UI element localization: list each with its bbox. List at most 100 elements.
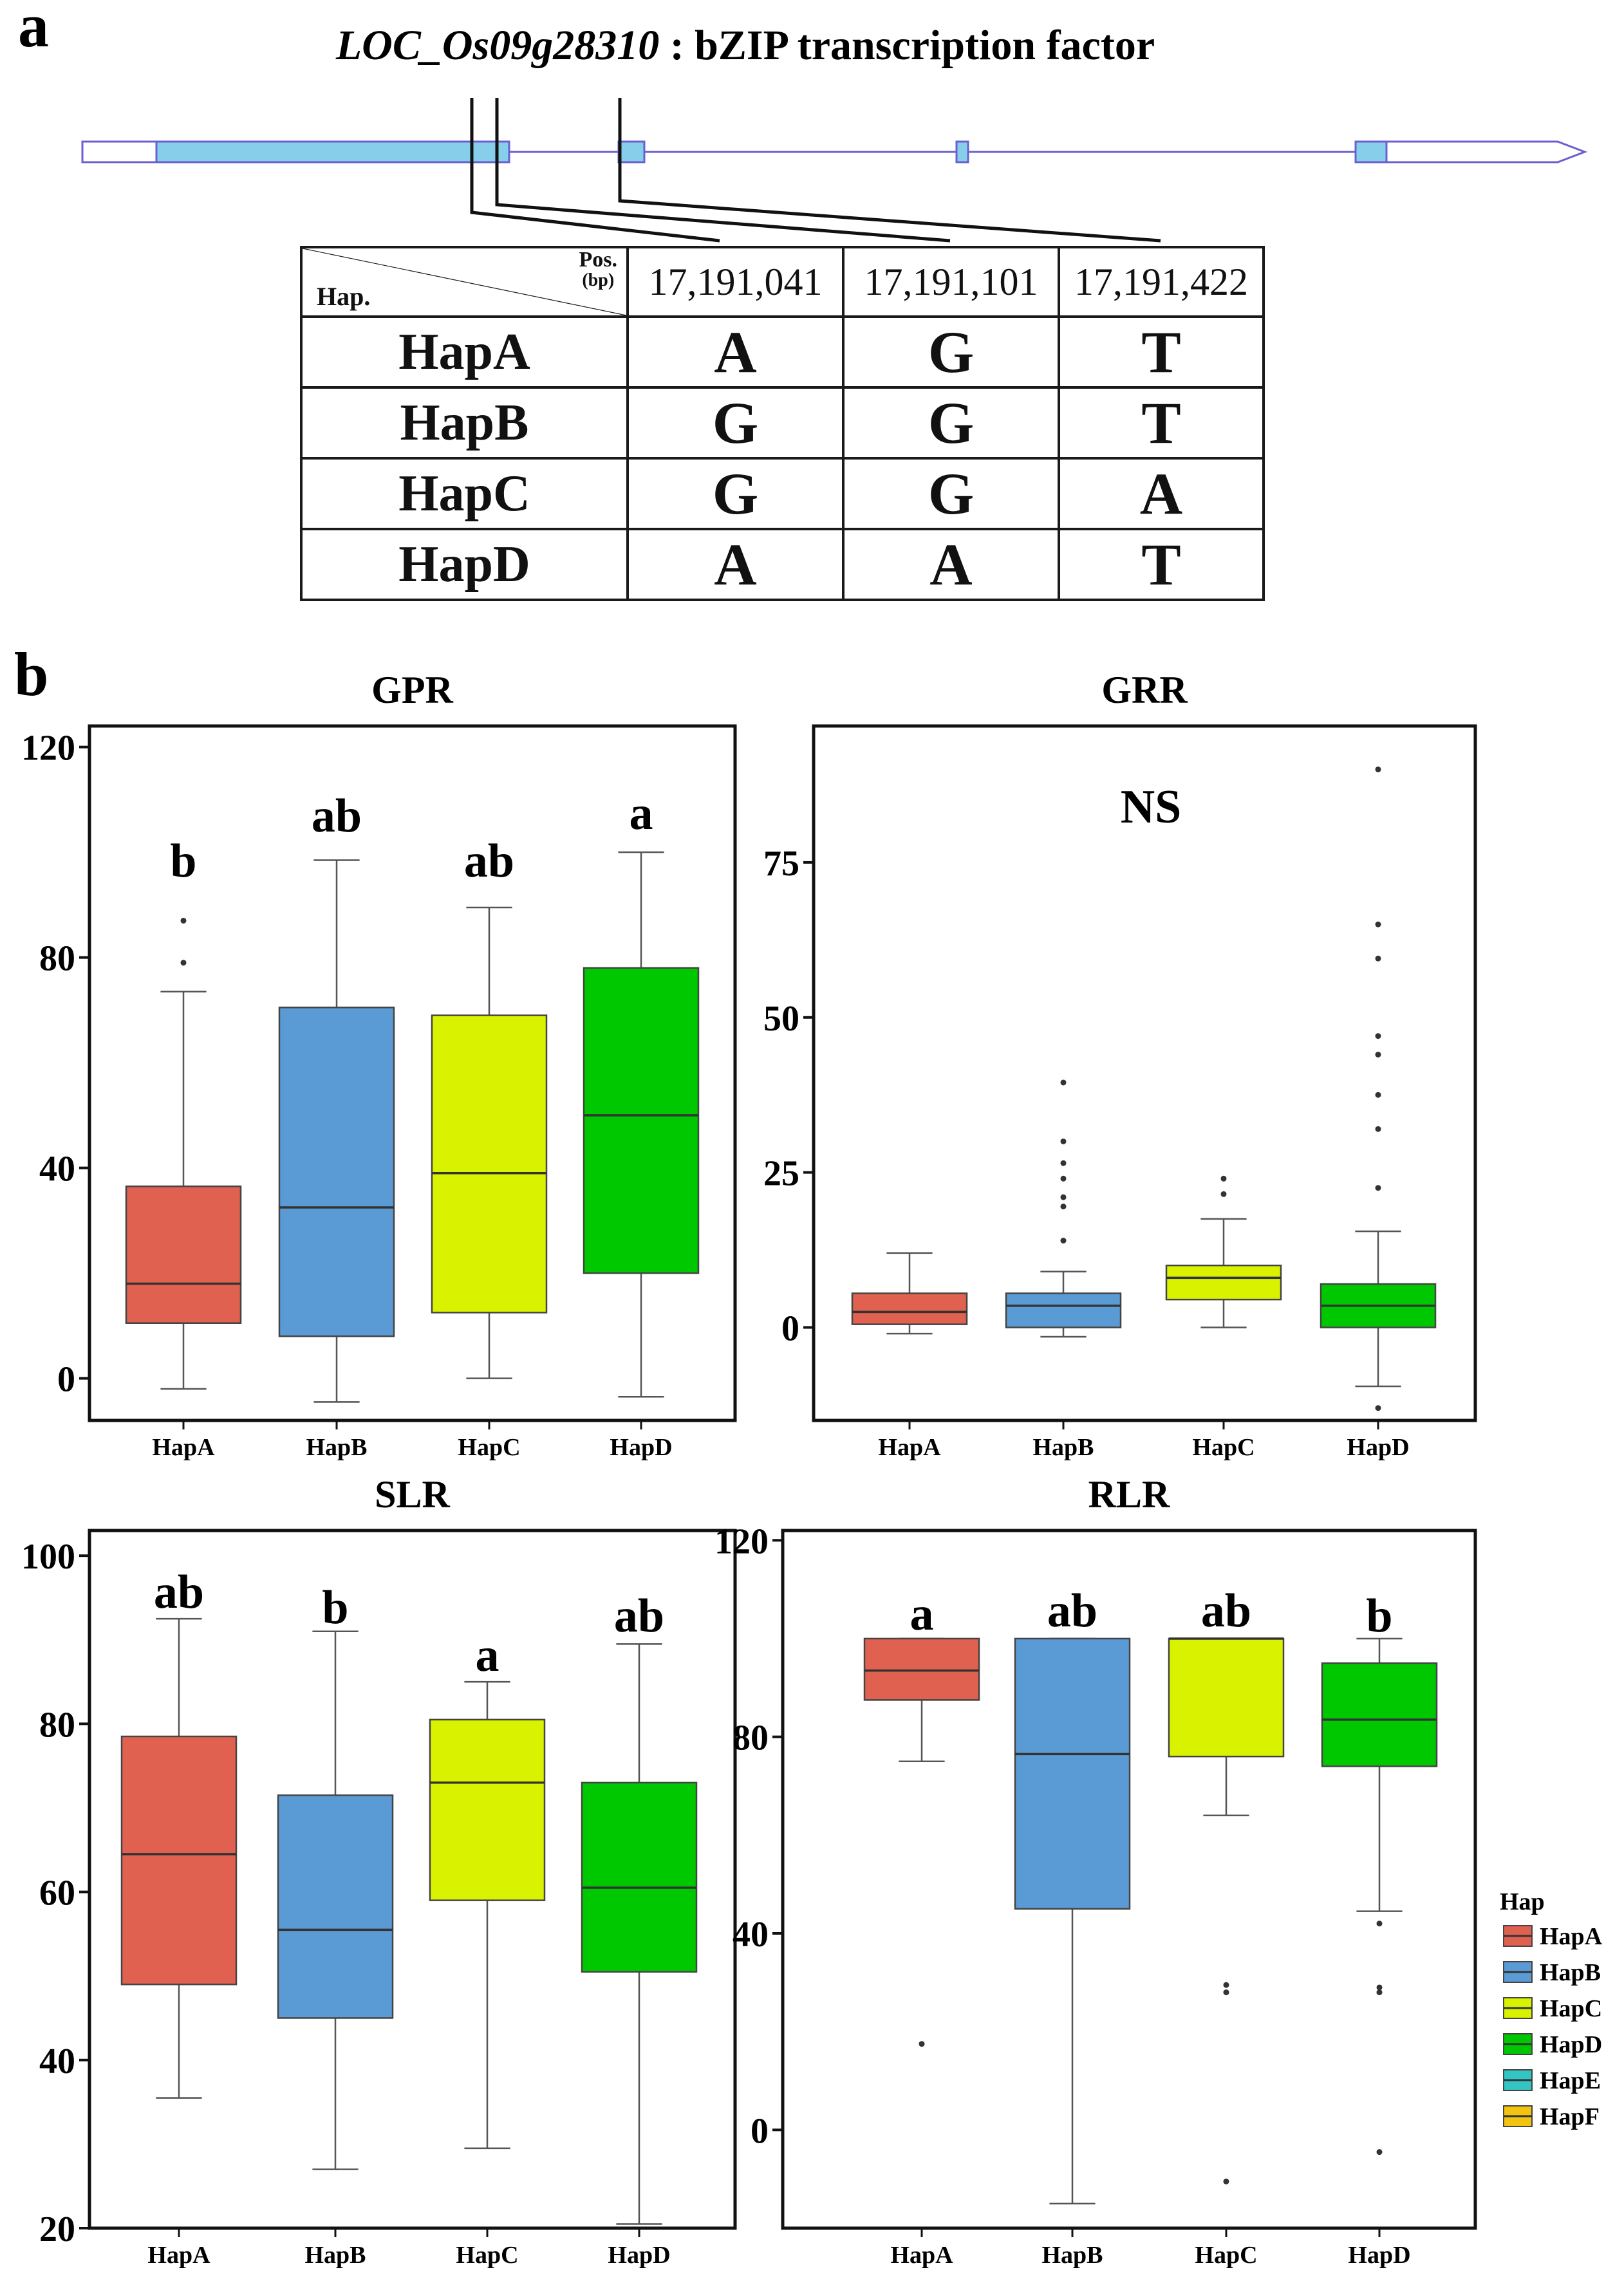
- x-tick-label: HapB: [306, 1434, 367, 1461]
- plot-frame: [88, 724, 737, 1422]
- legend-title: Hap: [1500, 1888, 1545, 1915]
- snp-connectors: [470, 98, 1161, 243]
- legend: Hap HapA HapB HapC HapD HapE HapF: [1500, 1888, 1603, 2130]
- significance-label: b: [322, 1581, 348, 1634]
- box-hapb: [1005, 1079, 1122, 1338]
- position-header: 17,191,422: [1058, 246, 1265, 318]
- box-body: [277, 1794, 394, 2019]
- outlier-point: [180, 960, 187, 966]
- chart-slr: SLR 20 40 60 80 100 HapA HapB HapC HapD ab b a ab: [21, 1473, 737, 2269]
- y-tick-label: 60: [39, 1874, 75, 1913]
- plot-frame: [812, 724, 1477, 1422]
- box-body: [431, 1014, 548, 1314]
- box-hapa: [125, 917, 242, 1390]
- legend-item-hapb: HapB: [1503, 1959, 1601, 1986]
- y-tick-label: 80: [733, 1718, 769, 1758]
- box-body: [583, 967, 700, 1274]
- chart-title: GRR: [1101, 669, 1188, 711]
- box-hapb: [277, 1630, 394, 2170]
- outlier-point: [1375, 1126, 1381, 1132]
- position-header: 17,191,041: [626, 246, 845, 318]
- outlier-point: [1375, 1185, 1381, 1191]
- box-hapa: [851, 1252, 968, 1335]
- y-tick-label: 25: [763, 1154, 799, 1194]
- outlier-point: [1375, 1033, 1381, 1039]
- snp-line-2: [495, 98, 951, 243]
- box-body: [125, 1185, 242, 1325]
- box-body: [1168, 1637, 1285, 1758]
- legend-item-hapd: HapD: [1503, 2031, 1602, 2058]
- exon-1: [155, 140, 510, 163]
- legend-item-hapf: HapF: [1503, 2103, 1600, 2130]
- y-tick-label: 0: [781, 1308, 799, 1348]
- box-hapd: [581, 1643, 698, 2225]
- haplotype-name: HapC: [300, 457, 629, 530]
- table-row: HapD A A T: [300, 528, 1265, 601]
- x-tick-label: HapA: [878, 1434, 941, 1461]
- box-hapa: [863, 1637, 980, 2047]
- outlier-point: [1223, 2178, 1229, 2184]
- x-tick-label: HapC: [458, 1434, 520, 1461]
- corner-hap-label: Hap.: [317, 282, 371, 311]
- gene-description: : bZIP transcription factor: [670, 22, 1155, 69]
- y-tick-label: 40: [39, 2042, 75, 2081]
- allele-cell: A: [626, 528, 845, 601]
- gene-id: LOC_Os09g28310: [335, 22, 659, 69]
- haplotype-table: Pos. (bp) Hap. 17,191,041 17,191,101 17,…: [300, 246, 1265, 601]
- y-tick-label: 80: [39, 939, 75, 979]
- corner-unit: (bp): [582, 270, 615, 290]
- box-body: [1321, 1662, 1438, 1767]
- gene-title: LOC_Os09g28310 : bZIP transcription fact…: [335, 22, 1155, 69]
- legend-item-hape: HapE: [1503, 2067, 1601, 2094]
- x-tick-label: HapC: [1195, 2242, 1257, 2269]
- legend-label: HapE: [1540, 2067, 1601, 2094]
- outlier-point: [1375, 1405, 1381, 1411]
- gene-structure: [81, 140, 1588, 163]
- chart-gpr: GPR 0 40 80 120 HapA HapB HapC HapD b ab ab a: [21, 669, 737, 1461]
- panel-b-label: b: [14, 640, 48, 709]
- table-corner-cell: Pos. (bp) Hap.: [300, 246, 629, 318]
- outlier-point: [1220, 1175, 1227, 1182]
- chart-grr: GRR 0 25 50 75 HapA HapB HapC HapD NS: [763, 669, 1477, 1461]
- outlier-point: [180, 917, 187, 924]
- legend-label: HapC: [1540, 1995, 1602, 2022]
- snp-line-1: [470, 98, 720, 243]
- outlier-point: [1060, 1204, 1067, 1210]
- corner-diagonal: [303, 248, 626, 315]
- haplotype-name: HapD: [300, 528, 629, 601]
- utr-5: [81, 140, 158, 163]
- outlier-point: [1060, 1175, 1067, 1182]
- box-hapc: [1168, 1637, 1285, 2184]
- box-body: [278, 1007, 395, 1337]
- x-tick-label: HapD: [608, 2242, 670, 2269]
- corner-pos-label: Pos. (bp): [579, 249, 618, 291]
- table-row: HapB G G T: [300, 386, 1265, 460]
- outlier-point: [1060, 1194, 1067, 1200]
- chart-rlr: RLR 0 40 80 120 HapA HapB HapC HapD a ab ab b: [714, 1473, 1477, 2269]
- x-tick-label: HapC: [456, 2242, 518, 2269]
- significance-label: b: [1366, 1590, 1392, 1642]
- allele-cell: G: [626, 386, 845, 460]
- box-body: [851, 1292, 968, 1325]
- exon-2: [617, 140, 646, 163]
- significance-label: ab: [1201, 1585, 1251, 1637]
- allele-cell: T: [1058, 528, 1265, 601]
- box-body: [1165, 1264, 1282, 1301]
- x-tick-label: HapB: [1041, 2242, 1103, 2269]
- box-hapd: [583, 851, 700, 1398]
- box-body: [429, 1718, 546, 1901]
- y-tick-label: 0: [57, 1360, 75, 1400]
- outlier-point: [1376, 1989, 1383, 1996]
- outlier-point: [1223, 1982, 1229, 1988]
- box-hapb: [278, 859, 395, 1403]
- box-body: [120, 1735, 238, 1986]
- chart-title: SLR: [375, 1473, 450, 1516]
- legend-item-hapa: HapA: [1503, 1923, 1603, 1950]
- significance-label: a: [476, 1629, 499, 1682]
- significance-label: a: [630, 787, 653, 840]
- legend-label: HapB: [1540, 1959, 1601, 1986]
- outlier-point: [919, 2041, 925, 2047]
- x-tick-label: HapC: [1192, 1434, 1255, 1461]
- x-tick-label: HapA: [147, 2242, 210, 2269]
